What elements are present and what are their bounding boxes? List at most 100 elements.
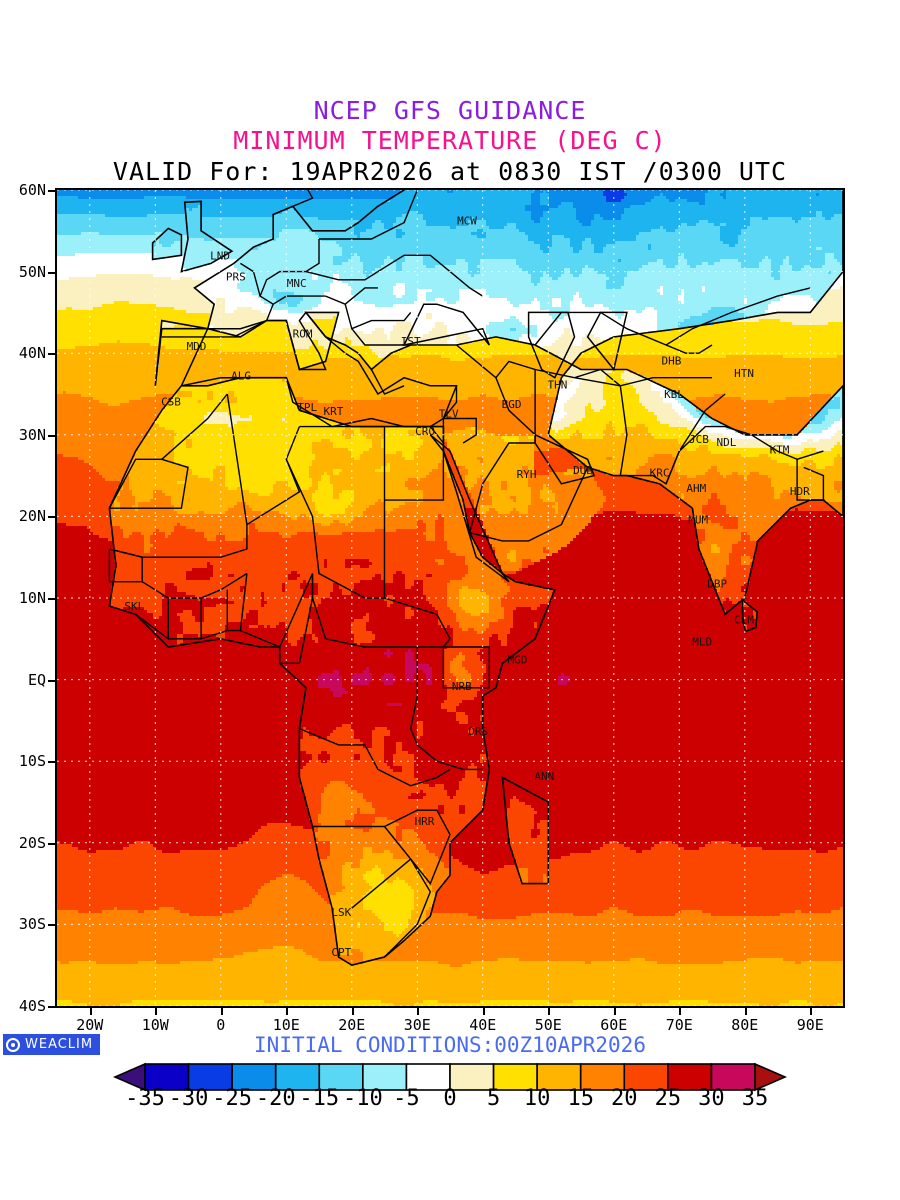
lat-tick-mark	[48, 761, 55, 764]
lon-tick-mark	[89, 1008, 92, 1015]
city-label: BGD	[502, 398, 522, 411]
city-labels: LND PRS MNC ROM MDD IST MCW ALG CSB TPL KRT CRO TLV B…	[124, 214, 810, 959]
city-label: TPL	[297, 401, 317, 414]
colorbar-band	[623, 1063, 669, 1091]
city-label: THN	[547, 378, 567, 391]
city-label: CPT	[331, 946, 351, 959]
city-label: NDL	[716, 436, 736, 449]
lon-tick-mark	[744, 1008, 747, 1015]
city-label: KTM	[770, 444, 790, 457]
lon-tick-label: 50E	[534, 1016, 562, 1034]
colorbar[interactable]	[0, 1058, 900, 1118]
colorbar-tick-label: -30	[168, 1086, 209, 1111]
city-label: HDR	[790, 485, 810, 498]
lon-tick-mark	[613, 1008, 616, 1015]
colorbar-svg	[112, 1062, 788, 1092]
city-label: LND	[210, 249, 230, 262]
lon-tick-mark	[286, 1008, 289, 1015]
colorbar-band	[318, 1063, 364, 1091]
map-plot-area[interactable]: LND PRS MNC ROM MDD IST MCW ALG CSB TPL KRT CRO TLV B…	[55, 188, 845, 1008]
colorbar-band	[274, 1063, 321, 1091]
colorbar-tick-label: 30	[698, 1086, 725, 1111]
city-label: NRB	[452, 680, 472, 693]
city-label: CLM	[734, 613, 754, 626]
city-label: DRS	[468, 725, 488, 738]
lat-tick-mark	[48, 924, 55, 927]
lon-tick-mark	[220, 1008, 223, 1015]
lat-tick-mark	[48, 679, 55, 682]
lat-lon-gridlines	[57, 190, 843, 1006]
lon-tick-label: 10W	[141, 1016, 169, 1034]
colorbar-band	[536, 1063, 582, 1091]
lon-tick-label: 10E	[272, 1016, 300, 1034]
lat-tick-mark	[48, 598, 55, 600]
colorbar-tick-label: -10	[342, 1086, 383, 1111]
colorbar-tick-label: 15	[567, 1086, 594, 1111]
city-label: PRS	[226, 271, 246, 284]
city-label: MCW	[457, 214, 477, 227]
temperature-field-svg: LND PRS MNC ROM MDD IST MCW ALG CSB TPL KRT CRO TLV B…	[57, 190, 843, 1006]
temperature-raster	[57, 190, 843, 1006]
lat-tick-label: 10N	[18, 589, 46, 607]
colorbar-tick-label: -15	[299, 1086, 340, 1111]
lon-tick-label: 80E	[731, 1016, 759, 1034]
colorbar-tick-label: -35	[125, 1086, 165, 1111]
colorbar-band	[710, 1063, 756, 1091]
lat-tick-mark	[48, 353, 55, 356]
lat-tick-label: EQ	[27, 670, 46, 689]
lat-tick-label: 60N	[18, 181, 46, 199]
lon-tick-mark	[417, 1008, 420, 1015]
colorbar-tick-label: 10	[523, 1086, 551, 1111]
page-title-variable: MINIMUM TEMPERATURE (DEG C)	[233, 126, 667, 155]
city-label: HRR	[415, 815, 435, 828]
city-label: DUB	[573, 464, 593, 477]
lon-tick-mark	[351, 1008, 354, 1015]
city-label: LSK	[331, 906, 351, 919]
lat-tick-label: 10S	[18, 752, 46, 771]
colorbar-tick-label: -25	[212, 1086, 253, 1111]
colorbar-tick-label: 0	[443, 1086, 457, 1111]
colorbar-band	[492, 1063, 538, 1091]
colorbar-tick-label: 5	[486, 1086, 501, 1111]
city-label: AHM	[686, 482, 706, 495]
city-label: ALG	[231, 369, 251, 382]
city-label: HTN	[734, 367, 754, 380]
colorbar-band	[449, 1063, 495, 1091]
lat-tick-mark	[48, 271, 55, 274]
colorbar-band	[231, 1063, 277, 1091]
city-label: MNC	[287, 277, 307, 290]
lon-tick-mark	[548, 1008, 551, 1015]
city-label: CSB	[161, 395, 181, 408]
city-label: RYH	[517, 468, 537, 481]
lon-tick-label: 20W	[76, 1016, 104, 1034]
initial-conditions-text: INITIAL CONDITIONS:00Z10APR2026	[254, 1033, 646, 1057]
lon-tick-mark	[155, 1008, 158, 1015]
lat-tick-mark	[48, 1006, 55, 1008]
weaclim-logo[interactable]: WEACLIM	[3, 1034, 101, 1055]
lon-tick-mark	[810, 1008, 813, 1015]
lat-tick-label: 40N	[18, 344, 46, 363]
city-label: CRO	[415, 425, 435, 438]
city-label: MUM	[688, 514, 708, 527]
weaclim-circle-icon	[6, 1037, 20, 1052]
city-label: JCB	[689, 433, 709, 446]
colorbar-tick-label: 35	[741, 1086, 769, 1111]
lat-tick-mark	[48, 190, 55, 192]
lat-tick-label: 40S	[18, 997, 46, 1015]
colorbar-band	[187, 1063, 233, 1091]
lat-tick-mark	[48, 516, 55, 519]
lon-tick-label: 0	[216, 1016, 226, 1034]
city-label: MLD	[692, 635, 712, 648]
lon-tick-label: 90E	[796, 1016, 824, 1034]
city-label: DBP	[707, 577, 727, 590]
lat-tick-mark	[48, 434, 55, 437]
city-label: MDD	[187, 340, 207, 353]
colorbar-tick-label: -20	[255, 1086, 296, 1111]
lat-tick-label: 50N	[18, 262, 46, 281]
city-label: KRC	[650, 466, 670, 479]
city-label: ROM	[293, 328, 313, 341]
city-label: KRT	[323, 405, 343, 418]
page-title-validtime: VALID For: 19APR2026 at 0830 IST /0300 U…	[112, 157, 788, 186]
colorbar-tick-label: 20	[611, 1086, 638, 1111]
